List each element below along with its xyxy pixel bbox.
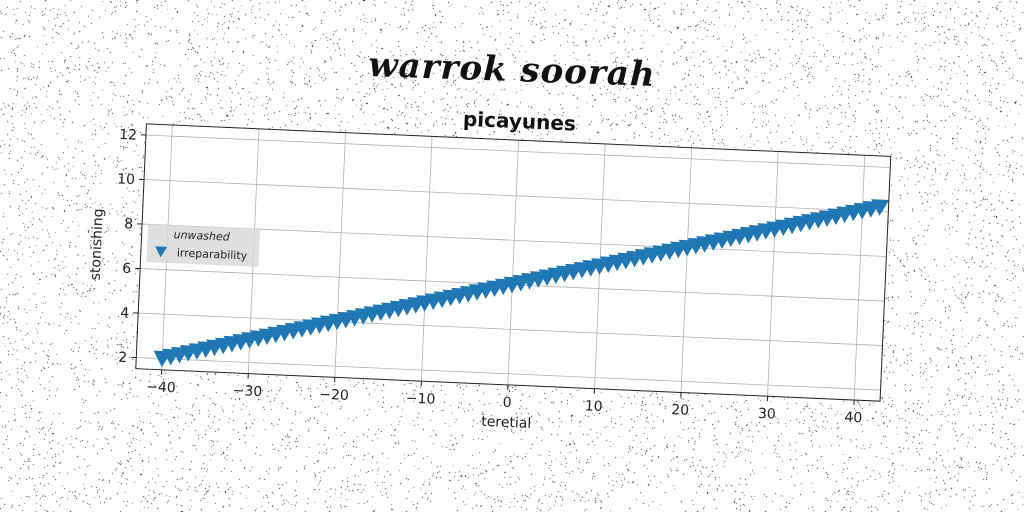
y-tick-label: 10 [117, 171, 136, 188]
y-gridline [144, 179, 889, 213]
x-tick-label: −10 [405, 390, 435, 407]
x-tick-label: −20 [319, 387, 349, 404]
x-tick-label: −30 [232, 383, 262, 400]
x-tick-label: 30 [758, 406, 777, 423]
legend: unwashed irreparability [146, 224, 260, 267]
y-tick-label: 8 [124, 216, 134, 232]
x-gridline [680, 147, 693, 393]
x-tick-label: 10 [584, 398, 603, 415]
x-gridline [853, 155, 866, 401]
x-tick-label: 40 [844, 410, 863, 427]
legend-box [146, 224, 260, 267]
data-point [871, 199, 890, 216]
x-tick-label: 20 [671, 402, 690, 419]
ticks: −40 −30 −20 −10 0 10 20 30 40 2 4 6 8 10 12 [117, 127, 863, 427]
x-gridline [334, 132, 346, 378]
x-tick-label: 0 [502, 395, 512, 411]
data-points [153, 199, 890, 368]
y-axis-label: stonishing [88, 208, 107, 281]
x-tick-label: −40 [146, 379, 176, 396]
legend-title: unwashed [173, 228, 231, 243]
x-gridline [420, 136, 433, 382]
y-tick-label: 6 [122, 261, 132, 277]
legend-marker-icon [155, 246, 168, 258]
legend-entry-label: irreparability [177, 246, 248, 262]
y-gridline [138, 312, 883, 346]
chart-title: picayunes [463, 107, 577, 136]
x-axis-label: teretial [481, 414, 532, 432]
x-gridline [767, 151, 779, 397]
x-gridline [507, 140, 520, 385]
y-gridline [145, 134, 891, 168]
y-gridline [136, 357, 881, 391]
y-tick-label: 4 [120, 305, 130, 321]
y-tick-label: 2 [118, 350, 128, 366]
y-gridline [142, 223, 887, 257]
y-tick-label: 12 [119, 127, 138, 144]
